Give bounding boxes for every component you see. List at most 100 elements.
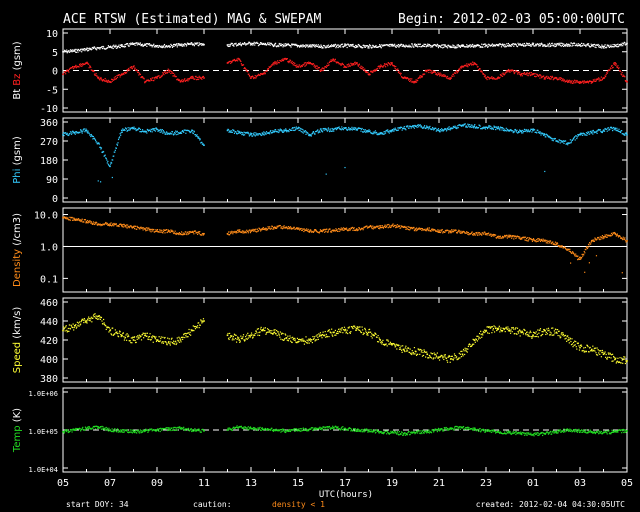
data-point xyxy=(141,76,143,78)
data-point xyxy=(293,44,295,46)
data-point xyxy=(594,238,597,240)
data-point xyxy=(134,339,136,342)
data-point xyxy=(333,230,335,232)
data-point xyxy=(477,44,479,46)
data-point xyxy=(175,44,177,46)
data-point xyxy=(409,78,411,80)
data-point xyxy=(156,128,159,131)
data-point xyxy=(504,44,506,46)
data-point xyxy=(519,329,521,331)
data-point xyxy=(274,329,276,331)
data-point xyxy=(314,230,316,232)
data-point xyxy=(352,43,354,46)
data-point xyxy=(407,226,409,228)
data-point xyxy=(593,239,595,241)
data-point xyxy=(500,46,503,48)
data-point xyxy=(456,72,458,74)
data-point xyxy=(501,330,503,333)
data-point xyxy=(115,332,118,334)
data-point xyxy=(100,147,103,149)
data-point xyxy=(621,71,623,74)
data-point xyxy=(188,232,191,234)
data-point xyxy=(84,319,86,321)
data-point xyxy=(590,43,592,45)
data-point xyxy=(550,75,552,78)
data-point xyxy=(124,224,127,227)
data-point xyxy=(293,64,295,66)
data-point xyxy=(89,134,91,136)
data-point xyxy=(260,328,262,330)
data-point xyxy=(609,69,611,71)
data-point xyxy=(388,43,390,46)
data-point xyxy=(318,333,320,335)
data-point xyxy=(457,230,459,233)
data-point xyxy=(507,70,509,72)
data-point xyxy=(95,315,97,317)
data-point xyxy=(503,73,505,75)
data-point xyxy=(579,133,581,136)
data-point xyxy=(461,350,463,352)
data-point xyxy=(421,75,424,77)
data-point xyxy=(259,331,261,333)
data-point xyxy=(378,133,380,136)
data-point xyxy=(614,43,616,46)
data-point xyxy=(102,79,105,81)
data-point xyxy=(149,129,151,132)
data-point xyxy=(327,62,329,64)
data-point xyxy=(537,238,539,240)
data-point xyxy=(81,49,83,51)
data-point xyxy=(373,226,375,229)
data-point xyxy=(167,229,169,231)
data-point xyxy=(182,130,184,133)
data-point xyxy=(320,44,322,46)
data-point xyxy=(501,329,504,332)
data-point xyxy=(72,66,74,68)
data-point xyxy=(203,77,205,79)
data-point xyxy=(551,42,553,44)
data-point xyxy=(111,80,113,83)
data-point xyxy=(348,126,350,129)
data-point xyxy=(138,338,140,340)
data-point xyxy=(406,350,409,352)
data-point xyxy=(288,44,290,46)
data-point xyxy=(131,126,134,129)
data-point xyxy=(585,82,587,84)
data-point xyxy=(122,226,124,228)
data-point xyxy=(119,47,121,49)
data-point xyxy=(449,230,451,232)
data-point xyxy=(138,127,140,130)
data-point xyxy=(143,44,145,47)
data-point xyxy=(171,71,173,73)
data-point xyxy=(317,68,319,70)
data-point xyxy=(352,128,355,130)
data-point xyxy=(473,343,475,345)
data-point xyxy=(105,325,107,327)
data-point xyxy=(483,43,485,45)
data-point xyxy=(295,228,297,230)
data-point xyxy=(109,329,111,332)
data-point xyxy=(569,81,571,83)
data-point xyxy=(497,235,499,237)
data-point xyxy=(192,325,194,327)
data-point xyxy=(186,233,188,236)
data-point xyxy=(114,222,116,225)
data-point xyxy=(192,230,194,233)
data-point xyxy=(448,44,450,46)
data-point xyxy=(380,64,382,66)
data-point xyxy=(95,72,97,75)
data-point xyxy=(243,42,246,44)
data-point xyxy=(392,45,394,47)
data-point xyxy=(80,129,82,131)
data-point xyxy=(409,351,411,354)
data-point xyxy=(547,135,549,137)
data-point xyxy=(474,234,476,236)
data-point xyxy=(140,76,142,79)
data-point xyxy=(393,343,395,345)
data-point xyxy=(621,43,623,46)
data-point xyxy=(410,127,412,129)
data-point xyxy=(297,126,300,128)
data-point xyxy=(521,331,523,333)
data-point xyxy=(406,348,408,350)
data-point xyxy=(581,81,583,83)
data-point xyxy=(161,341,163,343)
